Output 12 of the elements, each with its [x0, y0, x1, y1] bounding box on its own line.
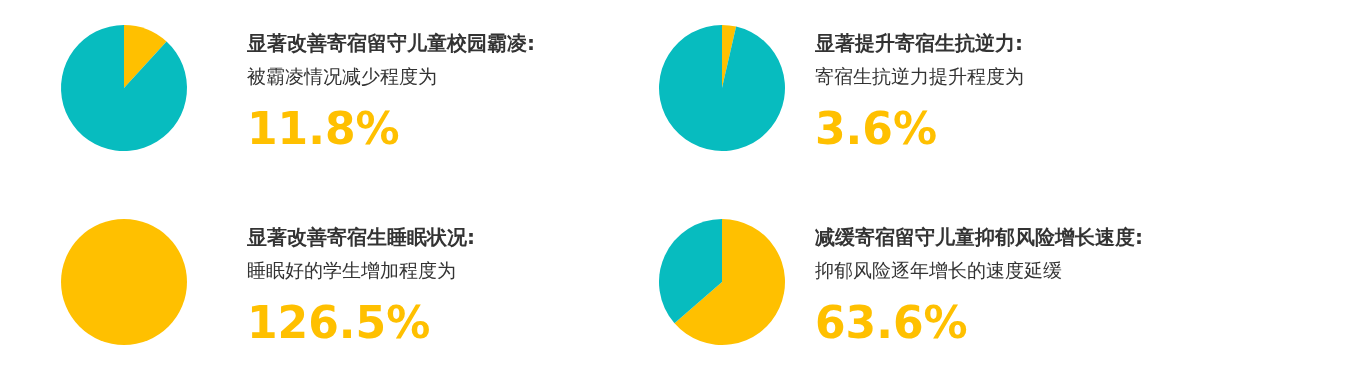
text: 被霸凌情况减少程度为	[247, 65, 437, 87]
text: 126.5%	[247, 297, 431, 348]
text: 寄宿生抗逆力提升程度为	[815, 65, 1024, 87]
text: 63.6%	[815, 297, 968, 348]
text: 减缓寄宿留守儿童抑郁风险增长速度:	[815, 225, 1143, 249]
text: 11.8%	[247, 103, 400, 154]
text: 显著改善寄宿生睡眠状况:	[246, 225, 475, 249]
text: 抑郁风险逐年增长的速度延缓	[815, 259, 1062, 281]
text: 显著提升寄宿生抗逆力:	[814, 31, 1023, 55]
text: 睡眠好的学生增加程度为	[247, 259, 456, 281]
text: 显著改善寄宿留守儿童校园霸凌:	[246, 31, 535, 55]
text: 3.6%	[815, 103, 938, 154]
